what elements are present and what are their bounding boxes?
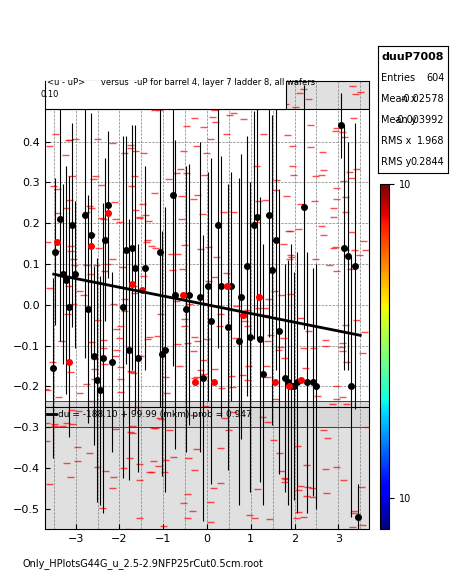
Text: Mean y: Mean y xyxy=(382,115,417,125)
Text: 0.10: 0.10 xyxy=(40,90,59,99)
Text: 0.2844: 0.2844 xyxy=(410,156,444,167)
Text: duuP7008: duuP7008 xyxy=(382,52,444,62)
Bar xyxy=(45,401,369,427)
Text: du = -188.10 + 99.99 (mkm) prob = 0.947: du = -188.10 + 99.99 (mkm) prob = 0.947 xyxy=(58,409,252,419)
Text: Only_HPlotsG44G_u_2.5-2.9NFP25rCut0.5cm.root: Only_HPlotsG44G_u_2.5-2.9NFP25rCut0.5cm.… xyxy=(22,558,263,569)
Text: -0.003992: -0.003992 xyxy=(395,115,444,125)
Text: 604: 604 xyxy=(426,73,444,83)
FancyBboxPatch shape xyxy=(45,56,286,109)
Text: 1.968: 1.968 xyxy=(417,136,444,146)
Text: Entries: Entries xyxy=(382,73,416,83)
Text: Mean x: Mean x xyxy=(382,94,417,104)
Text: <u - uP>      versus  -uP for barrel 4, layer 7 ladder 8, all wafers: <u - uP> versus -uP for barrel 4, layer … xyxy=(47,78,315,87)
Bar xyxy=(45,81,369,109)
Text: RMS x: RMS x xyxy=(382,136,412,146)
Bar xyxy=(45,407,369,529)
Text: RMS y: RMS y xyxy=(382,156,412,167)
Text: -0.02578: -0.02578 xyxy=(400,94,444,104)
